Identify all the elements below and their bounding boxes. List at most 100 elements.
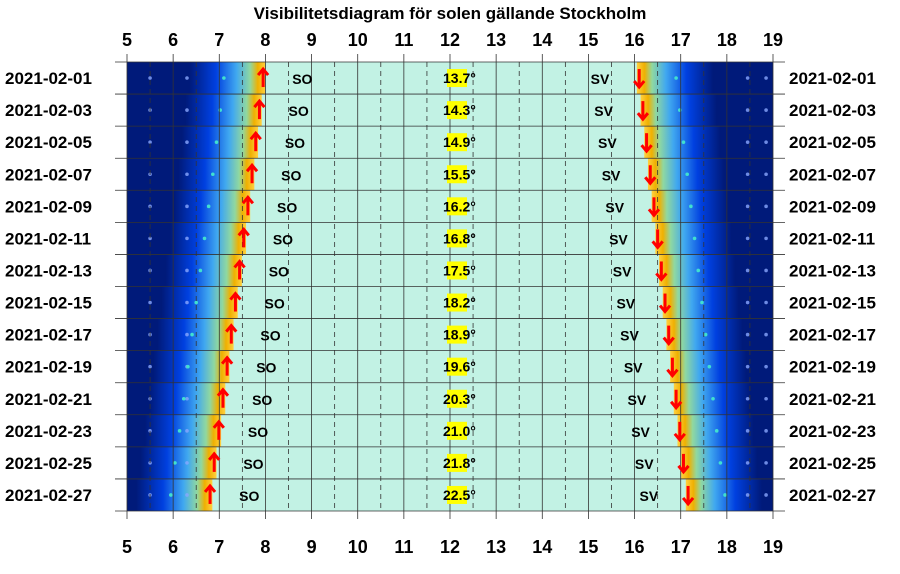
twilight-dot [173,461,177,465]
date-label-right: 2021-02-07 [789,165,876,184]
sunset-arrow [647,197,661,218]
dawn-band [157,318,234,352]
date-label-left: 2021-02-23 [5,422,92,441]
x-tick-label-top: 13 [486,30,506,50]
sunset-direction-label: SV [640,488,659,504]
star-dot [185,76,189,80]
arrow-head [241,194,255,205]
dawn-band [140,446,217,480]
sunset-arrow [681,485,695,507]
x-tick-label-top: 12 [440,30,460,50]
twilight-dot [696,268,701,273]
date-label-left: 2021-02-05 [5,133,92,152]
star-dot [185,300,189,305]
x-tick-label-bottom: 12 [440,537,460,557]
dawn-band [185,94,262,127]
dawn-band [161,286,238,320]
grid-lines [115,54,785,519]
star-dot [745,236,750,241]
twilight-dot [674,76,678,80]
sunrise-arrow [233,259,246,280]
star-dot [764,461,768,465]
x-tick-label-top: 6 [168,30,178,50]
twilight-dot [689,204,693,209]
x-tick-label-top: 14 [532,30,552,50]
arrow-head [655,272,668,282]
date-label-left: 2021-02-27 [5,486,92,505]
sunrise-direction-label: SO [281,167,301,183]
arrow-head [681,497,695,507]
sunrise-direction-label: SO [260,328,280,344]
twilight-dot [194,300,199,305]
x-tick-label-bottom: 7 [214,537,224,557]
arrow-head [237,227,250,237]
date-label-left: 2021-02-15 [5,294,92,313]
star-dot [764,108,768,112]
noon-label-bg [447,453,467,472]
twilight-dot [222,76,226,80]
star-dot [185,268,189,273]
star-dot [185,461,189,465]
sunset-direction-label: SV [609,231,628,247]
star-dot [745,429,750,433]
dawn-band [189,62,266,95]
date-label-right: 2021-02-23 [789,422,876,441]
date-label-left: 2021-02-21 [5,390,92,409]
sunrise-direction-label: SO [269,263,289,279]
max-altitude-label: 14.3° [443,102,476,118]
dawn-band [169,222,247,256]
sunset-arrow [666,357,679,379]
sunset-arrow [636,101,650,122]
arrow-head [651,240,664,250]
noon-label-bg [447,229,467,248]
twilight-dot [707,364,712,369]
twilight-dot [700,300,704,305]
star-dot [764,332,768,337]
max-altitude-label: 19.6° [443,359,476,375]
arrow-head [256,66,270,76]
x-tick-label-bottom: 18 [717,537,737,557]
star-dot [745,300,750,305]
x-tick-label-top: 16 [625,30,645,50]
max-altitude-label: 20.3° [443,391,476,407]
sunset-direction-label: SV [628,392,647,408]
date-label-left: 2021-02-01 [5,69,92,88]
date-labels: 2021-02-01 2021-02-01 2021-02-03 2021-02-03… [5,69,876,505]
sunset-arrow [662,325,675,346]
arrow-head [245,162,259,173]
noon-label-bg [447,133,467,152]
noon-label-bg [447,389,467,408]
sunrise-direction-label: SO [248,424,268,440]
date-label-right: 2021-02-03 [789,101,876,120]
star-dot [185,108,189,112]
noon-label-bg [447,101,467,120]
sunset-arrow [644,165,657,186]
sunrise-direction-label: SO [277,199,297,215]
star-dot [764,396,768,401]
date-label-right: 2021-02-25 [789,454,876,473]
x-tick-label-top: 10 [348,30,368,50]
date-label-right: 2021-02-13 [789,261,876,280]
sunrise-direction-label: SO [273,231,293,247]
arrow-head [658,304,672,314]
noon-label-bg [447,69,467,88]
star-dot [764,172,768,177]
arrow-head [229,291,242,301]
noon-label-bg [447,165,467,184]
star-dot [764,76,768,80]
noon-label-bg [447,485,467,504]
sunset-direction-label: SV [620,328,639,344]
sunset-arrow [673,421,686,443]
sunset-direction-label: SV [598,135,617,151]
arrow-head [253,98,266,109]
sunrise-arrow [212,419,225,440]
arrow-head [636,112,650,122]
date-label-right: 2021-02-27 [789,486,876,505]
date-label-left: 2021-02-17 [5,326,92,345]
arrow-head [249,130,262,141]
max-altitude-label: 13.7° [443,70,476,86]
x-tick-label-bottom: 19 [763,537,783,557]
arrow-head [669,400,683,411]
max-altitude-label: 16.2° [443,198,476,214]
star-dot [745,493,750,497]
